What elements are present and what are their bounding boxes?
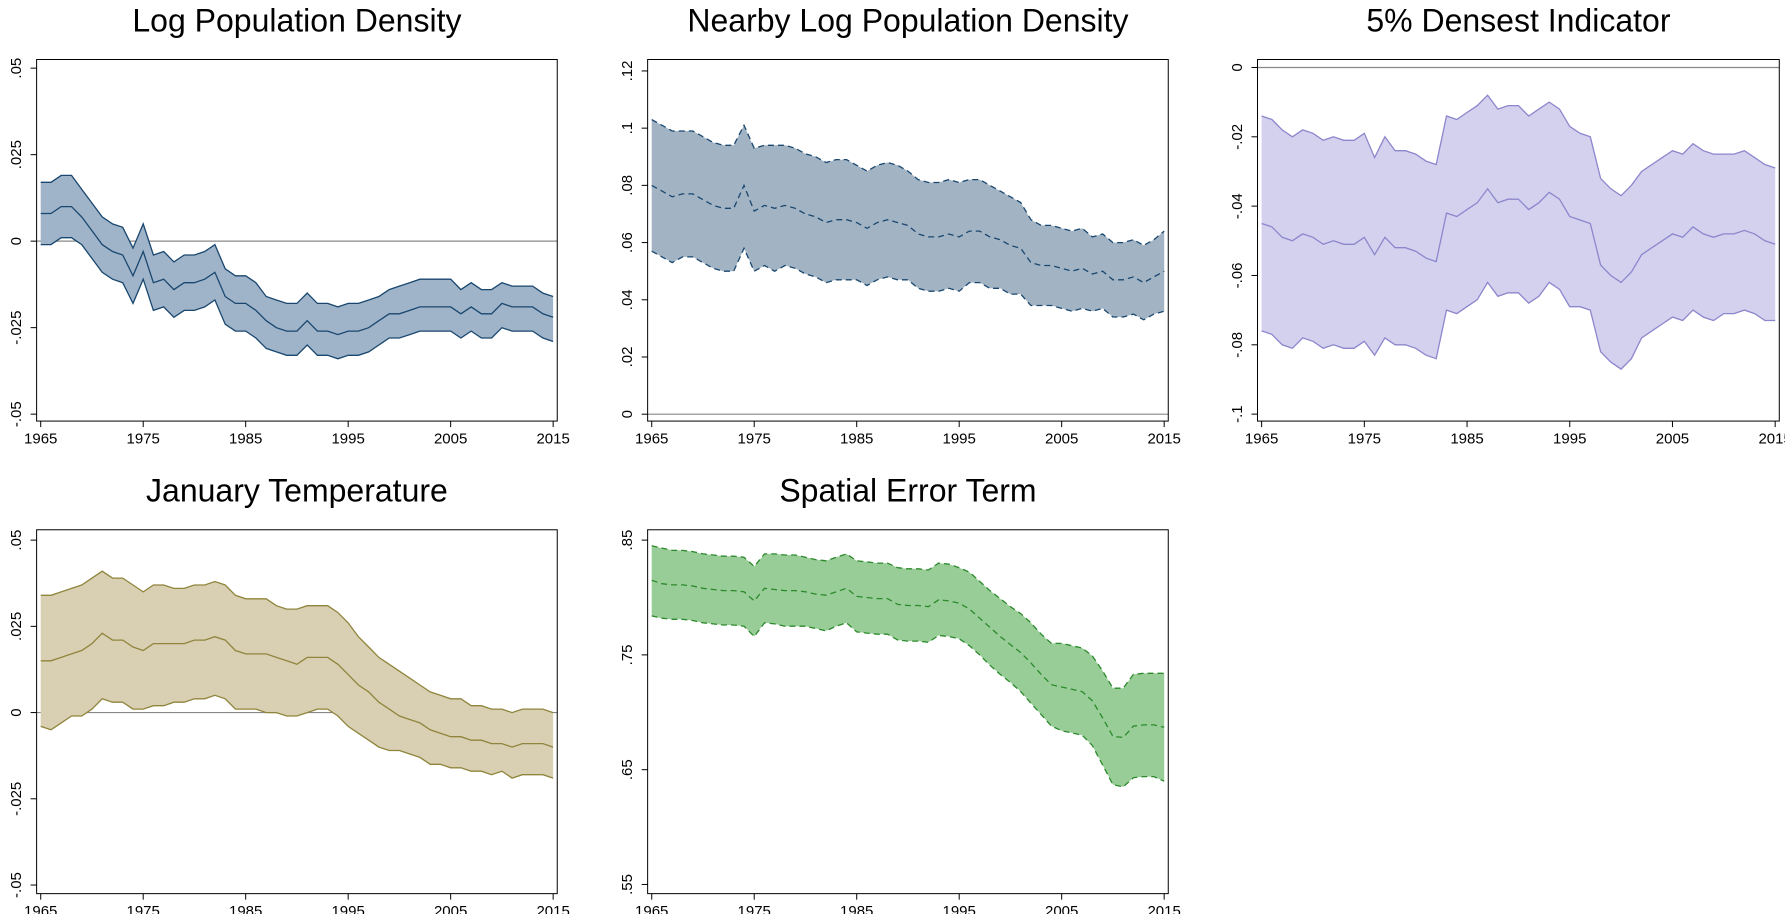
x-tick-label: 1965 [1245, 430, 1278, 447]
confidence-band [40, 175, 554, 359]
y-tick-label: -.04 [1229, 193, 1246, 219]
y-tick-label: .05 [8, 530, 25, 551]
x-tick-label: 1965 [635, 430, 668, 447]
upper-bound-line [40, 174, 554, 308]
x-tick-label: 1985 [840, 430, 873, 447]
lower-bound-line [651, 246, 1165, 321]
plot-border [1257, 59, 1780, 422]
upper-bound-line [1261, 94, 1776, 197]
y-tick-label: .65 [619, 759, 636, 780]
y-tick-label: 0 [8, 708, 25, 716]
y-tick-label: 0 [1229, 63, 1246, 71]
y-tick-label: .08 [619, 175, 636, 196]
x-tick-label: 1995 [943, 903, 976, 914]
upper-bound-line [651, 545, 1165, 689]
x-tick-label: 1985 [840, 903, 873, 914]
confidence-band [1261, 95, 1776, 370]
y-tick-label: .02 [619, 347, 636, 368]
y-tick-label: .12 [619, 61, 636, 82]
y-tick-label: -.1 [1229, 405, 1246, 423]
estimate-line [1261, 187, 1776, 284]
panel-title: 5% Densest Indicator [1366, 2, 1671, 38]
plot-border [647, 59, 1169, 422]
x-tick-label: 2005 [1045, 430, 1078, 447]
x-tick-label: 2005 [434, 430, 467, 447]
panel-title: Spatial Error Term [779, 473, 1036, 509]
panel-title: Nearby Log Population Density [687, 2, 1128, 38]
y-tick-label: .75 [619, 644, 636, 665]
x-tick-label: 1975 [127, 903, 160, 914]
x-tick-label: 2015 [536, 430, 569, 447]
x-tick-label: 2015 [1147, 903, 1180, 914]
estimate-line [651, 183, 1165, 284]
x-tick-label: 1975 [738, 430, 771, 447]
panel-title: Log Population Density [132, 2, 461, 38]
y-tick-label: .025 [8, 612, 25, 641]
y-tick-label: .04 [619, 289, 636, 310]
y-tick-label: -.025 [8, 782, 25, 816]
y-tick-label: .06 [619, 232, 636, 253]
upper-bound-line [651, 119, 1165, 247]
estimate-line [40, 632, 554, 748]
x-tick-label: 1995 [331, 903, 364, 914]
x-tick-label: 1975 [1348, 430, 1381, 447]
x-tick-label: 1995 [943, 430, 976, 447]
lower-bound-line [1261, 281, 1776, 370]
y-tick-label: .05 [8, 58, 25, 79]
y-tick-label: .85 [619, 530, 636, 551]
x-tick-label: 2015 [536, 903, 569, 914]
y-tick-label: .55 [619, 874, 636, 895]
y-tick-label: -.08 [1229, 332, 1246, 358]
x-tick-label: 2005 [1045, 903, 1078, 914]
upper-bound-line [40, 570, 554, 714]
y-tick-label: -.025 [8, 311, 25, 345]
panel-title: January Temperature [146, 473, 448, 509]
x-tick-label: 1995 [331, 430, 364, 447]
x-tick-label: 2015 [1758, 430, 1785, 447]
plot-border [36, 529, 558, 895]
lower-bound-line [40, 694, 554, 779]
x-tick-label: 1965 [24, 903, 57, 914]
confidence-band [651, 119, 1165, 320]
x-tick-label: 1985 [1450, 430, 1483, 447]
estimate-line [40, 205, 554, 336]
y-tick-label: 0 [8, 237, 25, 245]
y-tick-label: .025 [8, 140, 25, 169]
x-tick-label: 2015 [1147, 430, 1180, 447]
x-tick-label: 1995 [1553, 430, 1586, 447]
y-tick-label: .1 [619, 122, 636, 135]
lower-bound-line [40, 237, 554, 360]
y-tick-label: 0 [619, 410, 636, 418]
x-tick-label: 1985 [229, 903, 262, 914]
x-tick-label: 1975 [127, 430, 160, 447]
plot-border [36, 59, 558, 422]
lower-bound-line [651, 615, 1165, 788]
confidence-band [651, 545, 1165, 787]
x-tick-label: 1965 [635, 903, 668, 914]
x-tick-label: 2005 [1656, 430, 1689, 447]
x-tick-label: 1975 [738, 903, 771, 914]
x-tick-label: 1985 [229, 430, 262, 447]
y-tick-label: -.05 [8, 872, 25, 898]
y-tick-label: -.05 [8, 401, 25, 427]
x-tick-label: 2005 [434, 903, 467, 914]
estimate-line [651, 579, 1165, 739]
plot-border [647, 529, 1169, 895]
x-tick-label: 1965 [24, 430, 57, 447]
y-tick-label: -.02 [1229, 124, 1246, 150]
y-tick-label: -.06 [1229, 263, 1246, 289]
